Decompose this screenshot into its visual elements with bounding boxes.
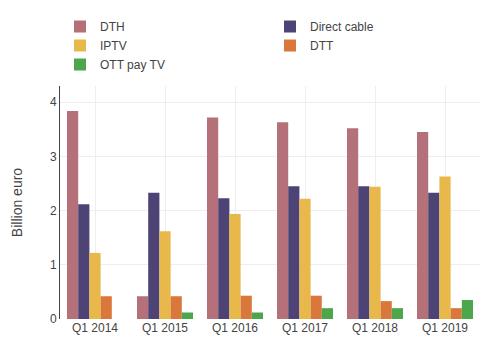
svg-text:IPTV: IPTV xyxy=(100,39,127,53)
svg-text:Q1 2016: Q1 2016 xyxy=(212,321,258,335)
svg-text:0: 0 xyxy=(50,312,57,326)
svg-text:Q1 2019: Q1 2019 xyxy=(422,321,468,335)
svg-text:DTT: DTT xyxy=(310,39,334,53)
svg-text:DTH: DTH xyxy=(100,20,125,34)
svg-text:1: 1 xyxy=(50,258,57,272)
svg-text:Q1 2015: Q1 2015 xyxy=(142,321,188,335)
svg-text:Q1 2017: Q1 2017 xyxy=(282,321,328,335)
svg-text:3: 3 xyxy=(50,150,57,164)
svg-text:Direct cable: Direct cable xyxy=(310,20,374,34)
svg-text:Q1 2014: Q1 2014 xyxy=(72,321,118,335)
svg-text:4: 4 xyxy=(50,95,57,109)
svg-text:Billion euro: Billion euro xyxy=(9,168,25,237)
svg-text:2: 2 xyxy=(50,204,57,218)
svg-text:OTT pay TV: OTT pay TV xyxy=(100,58,165,72)
svg-text:Q1 2018: Q1 2018 xyxy=(352,321,398,335)
